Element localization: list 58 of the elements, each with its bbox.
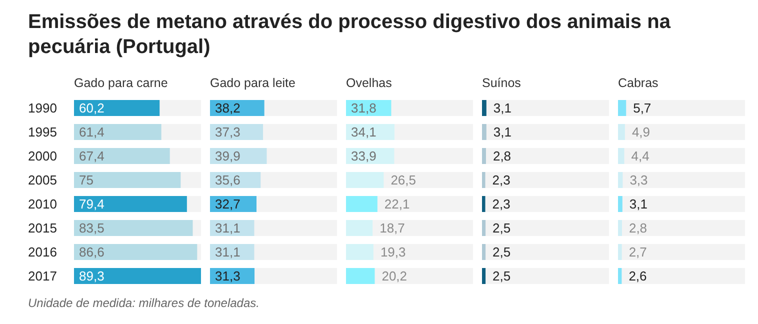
data-label: 31,1 bbox=[215, 220, 240, 236]
data-label: 38,2 bbox=[215, 100, 240, 116]
data-label: 2,8 bbox=[628, 220, 648, 236]
data-label: 2,5 bbox=[492, 268, 511, 284]
data-label: 2,8 bbox=[492, 148, 512, 164]
data-label: 4,4 bbox=[631, 148, 650, 164]
y-tick-label: 2016 bbox=[28, 244, 57, 260]
y-tick-label: 2017 bbox=[28, 268, 57, 284]
data-label: 3,1 bbox=[493, 124, 512, 140]
data-label: 33,9 bbox=[351, 148, 376, 164]
data-label: 26,5 bbox=[390, 172, 416, 188]
data-label: 31,1 bbox=[215, 244, 240, 260]
data-label: 75 bbox=[79, 172, 94, 188]
data-label: 60,2 bbox=[79, 100, 104, 116]
data-label: 39,9 bbox=[215, 148, 240, 164]
y-tick-label: 1990 bbox=[28, 100, 57, 116]
bar bbox=[346, 220, 373, 236]
data-label: 61,4 bbox=[79, 124, 104, 140]
data-label: 32,7 bbox=[215, 196, 240, 212]
data-label: 31,8 bbox=[351, 100, 376, 116]
bar bbox=[346, 244, 374, 260]
text: Emissões de metano através do processo digestivo dos animais na pecuária (Portugal) bbox=[28, 10, 672, 60]
data-label: 83,5 bbox=[79, 220, 104, 236]
data-label: 67,4 bbox=[79, 148, 104, 164]
data-label: 18,7 bbox=[380, 220, 405, 236]
x-axis-title: Gado para leite bbox=[210, 76, 296, 90]
data-label: 19,3 bbox=[380, 244, 406, 260]
data-label: 2,5 bbox=[492, 244, 511, 260]
data-label: 3,3 bbox=[630, 172, 648, 188]
x-axis-title: Gado para carne bbox=[74, 76, 168, 90]
text: Unidade de medida: milhares de toneladas. bbox=[28, 296, 260, 310]
y-tick-label: 1995 bbox=[28, 124, 57, 140]
data-label: 5,7 bbox=[633, 100, 652, 116]
x-axis-title: Suínos bbox=[482, 76, 521, 90]
y-tick-label: 2000 bbox=[28, 148, 57, 164]
data-label: 2,3 bbox=[492, 196, 510, 212]
data-label: 4,9 bbox=[632, 124, 650, 140]
y-tick-label: 2010 bbox=[28, 196, 57, 212]
data-label: 31,3 bbox=[215, 268, 240, 284]
data-label: 3,1 bbox=[629, 196, 648, 212]
data-label: 37,3 bbox=[215, 124, 240, 140]
data-label: 79,4 bbox=[79, 196, 104, 212]
data-label: 34,1 bbox=[351, 124, 376, 140]
data-label: 86,6 bbox=[79, 244, 104, 260]
data-label: 35,6 bbox=[215, 172, 240, 188]
data-label: 3,1 bbox=[493, 100, 512, 116]
y-tick-label: 2005 bbox=[28, 172, 57, 188]
data-label: 22,1 bbox=[384, 196, 410, 212]
y-tick-label: 2015 bbox=[28, 220, 57, 236]
data-label: 2,3 bbox=[492, 172, 510, 188]
data-label: 89,3 bbox=[79, 268, 104, 284]
bar bbox=[346, 268, 375, 284]
data-label: 20,2 bbox=[382, 268, 408, 284]
data-label: 2,5 bbox=[492, 220, 511, 236]
x-axis-title: Cabras bbox=[618, 76, 658, 90]
x-axis-title: Ovelhas bbox=[346, 76, 392, 90]
data-label: 2,7 bbox=[628, 244, 647, 260]
data-label: 2,6 bbox=[628, 268, 647, 284]
